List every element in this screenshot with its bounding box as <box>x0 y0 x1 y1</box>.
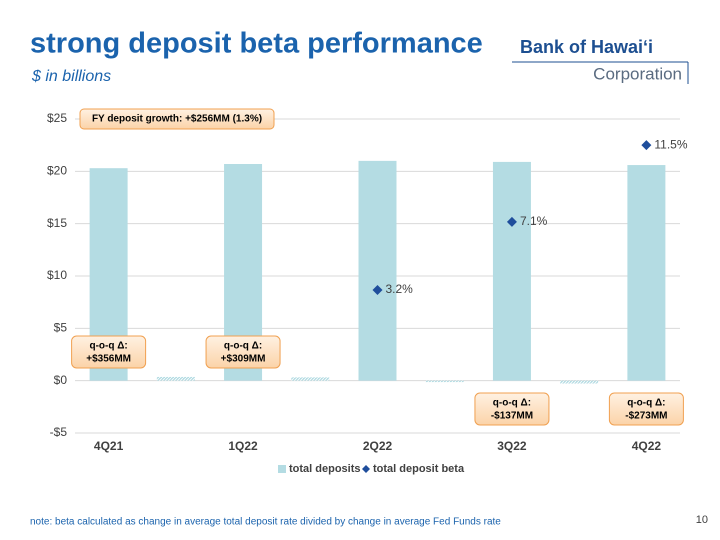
y-tick-label: $0 <box>54 373 68 387</box>
beta-label: 7.1% <box>520 214 548 228</box>
legend-label: total deposits <box>289 463 361 475</box>
change-callout <box>474 392 550 426</box>
page-number: 10 <box>696 514 708 526</box>
y-tick-label: $20 <box>47 164 67 178</box>
annotation: FY deposit growth: +$256MM (1.3%) <box>92 114 262 125</box>
change-callout <box>71 335 147 369</box>
change-callout-value: +$309MM <box>221 354 266 365</box>
x-tick-label: 3Q22 <box>497 439 527 453</box>
bar <box>492 161 531 381</box>
change-callout-value: -$137MM <box>491 411 533 422</box>
change-callout <box>608 392 684 426</box>
change-callout-title: q-o-q Δ: <box>493 398 531 409</box>
title: strong deposit beta performance <box>30 28 483 60</box>
x-tick-label: 2Q22 <box>363 439 393 453</box>
logo-name: Bank of Hawaiʻi <box>520 37 653 57</box>
legend-swatch <box>362 465 370 473</box>
subtitle: $ in billions <box>31 68 111 85</box>
beta-label: 3.2% <box>386 282 414 296</box>
change-bar <box>425 380 464 383</box>
change-callout-value: -$273MM <box>625 411 667 422</box>
y-tick-label: $5 <box>54 321 68 335</box>
change-callout-title: q-o-q Δ: <box>224 341 262 352</box>
legend-label: total deposit beta <box>373 463 465 475</box>
x-tick-label: 1Q22 <box>228 439 258 453</box>
y-tick-label: $25 <box>47 111 67 125</box>
y-tick-label: $10 <box>47 268 67 282</box>
logo-sub: Corporation <box>593 64 682 83</box>
change-callout <box>205 335 281 369</box>
beta-label: 11.5% <box>654 137 687 151</box>
x-tick-label: 4Q22 <box>632 439 662 453</box>
change-callout-title: q-o-q Δ: <box>627 398 665 409</box>
bar <box>627 165 666 381</box>
change-bar <box>291 377 330 381</box>
change-bar <box>156 376 195 381</box>
y-tick-label: -$5 <box>50 425 68 439</box>
bar <box>358 160 397 381</box>
beta-marker <box>641 140 652 151</box>
note: note: beta calculated as change in avera… <box>30 517 501 528</box>
change-callout-value: +$356MM <box>86 354 131 365</box>
beta-marker <box>372 284 383 295</box>
change-callout-title: q-o-q Δ: <box>89 341 127 352</box>
legend-swatch <box>278 465 286 473</box>
change-bar <box>560 380 599 384</box>
beta-marker <box>506 216 517 227</box>
x-tick-label: 4Q21 <box>94 439 124 453</box>
annotation-box <box>79 108 275 130</box>
y-tick-label: $15 <box>47 216 67 230</box>
